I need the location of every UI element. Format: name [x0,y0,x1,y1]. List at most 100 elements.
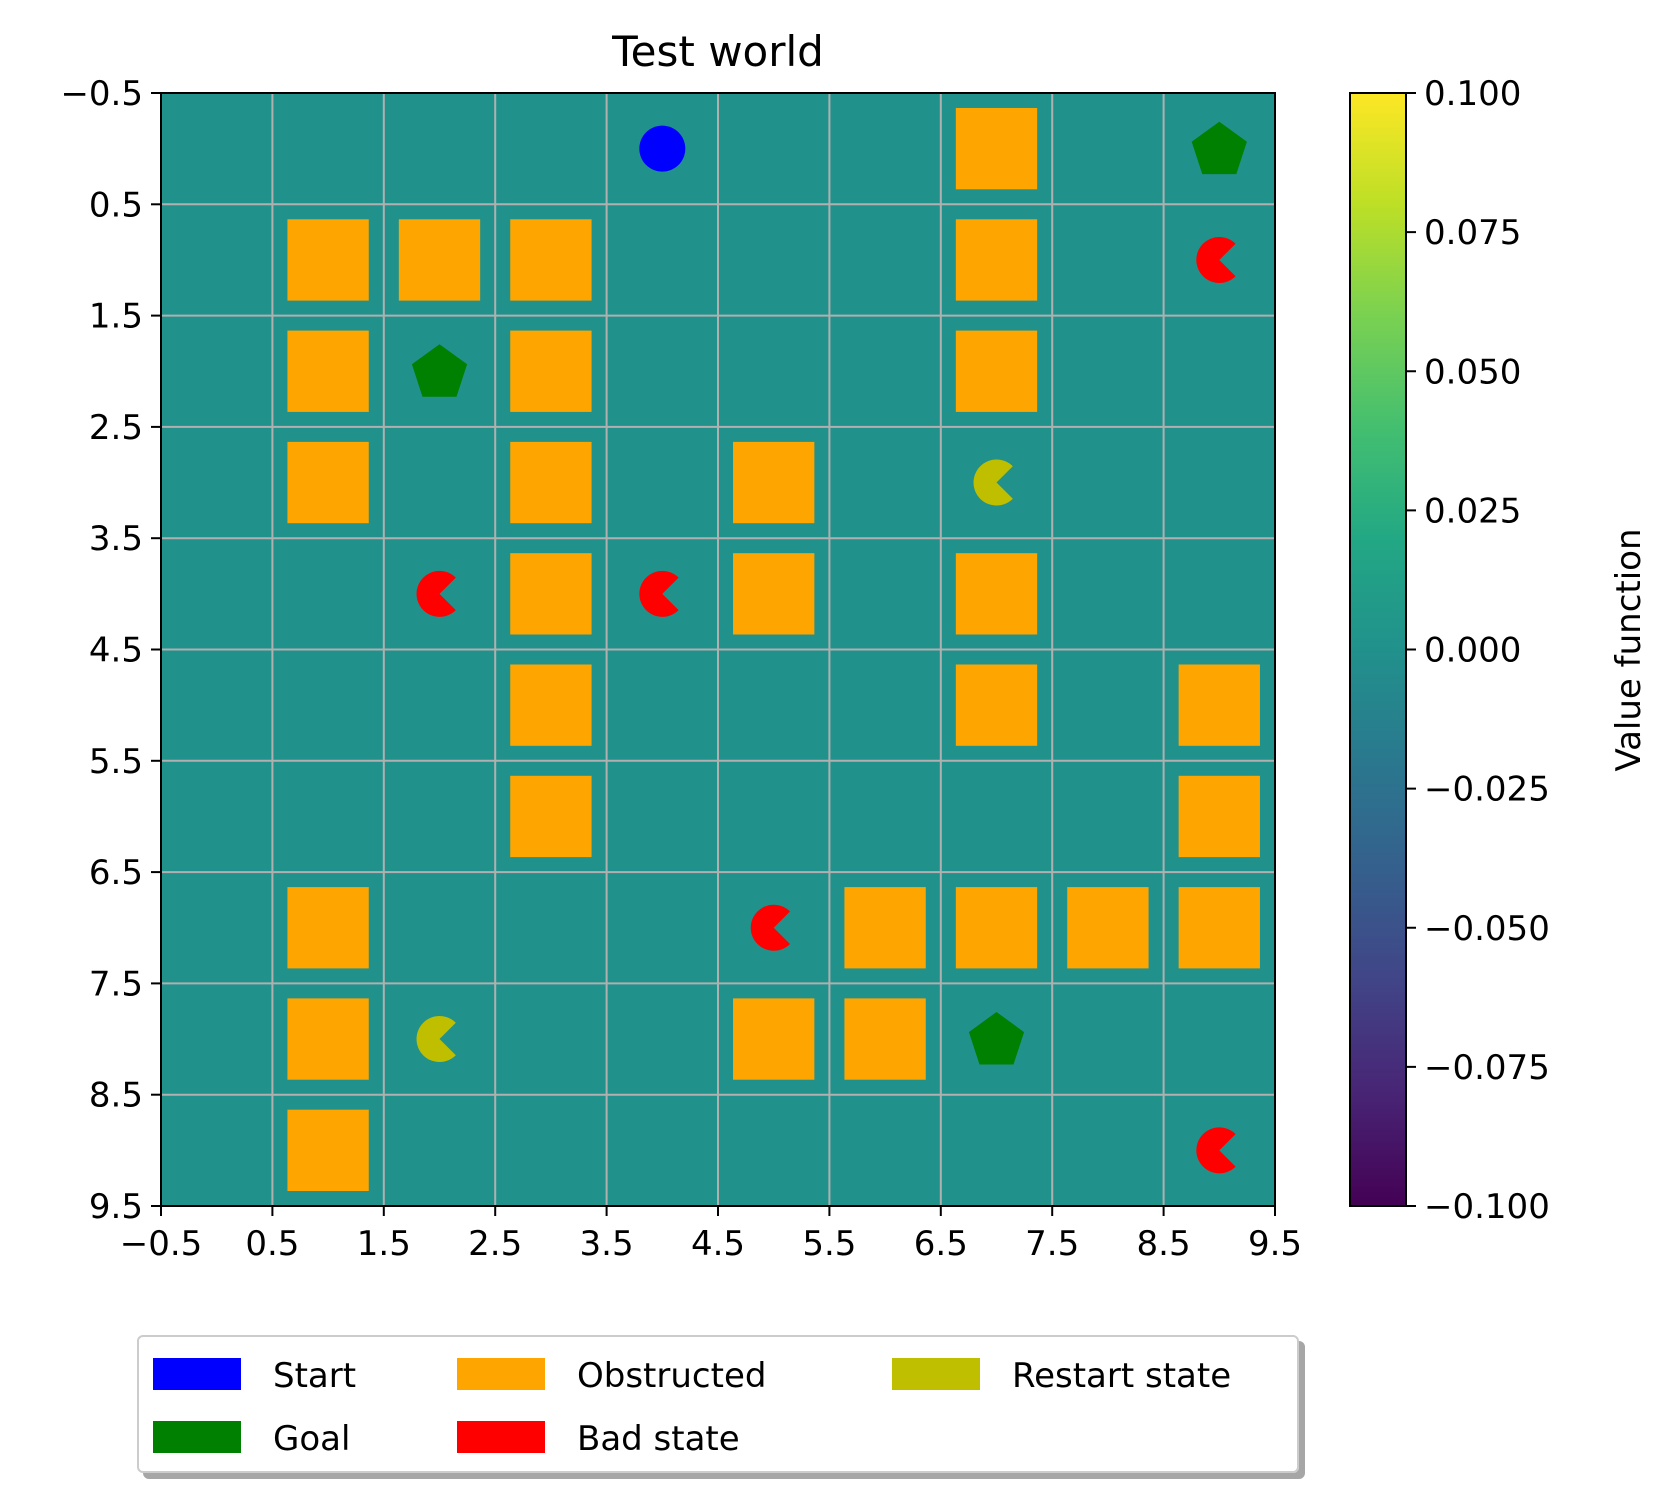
obstructed-marker [955,887,1038,969]
obstructed-marker [733,998,815,1080]
colorbar: 0.100 0.075 0.050 0.025 0.000 −0.025 −0.050 −0.… [1349,74,1649,1227]
heatmap-cell [718,93,830,205]
obstructed-marker [287,1109,369,1192]
heatmap-cell [1052,426,1165,539]
colorbar-tick-label: 0.100 [1424,74,1521,114]
obstructed-marker [287,887,369,969]
heatmap-cell [1163,315,1276,428]
obstructed-marker [1067,887,1149,969]
restart-state-marker [973,459,1013,506]
x-tick-label: 1.5 [357,1224,411,1264]
heatmap-cell [161,204,273,317]
x-tick-label: −0.5 [120,1224,203,1264]
colorbar-ticks: 0.100 0.075 0.050 0.025 0.000 −0.025 −0.050 −0.… [1406,74,1550,1227]
colorbar-tick-label: 0.000 [1424,631,1521,671]
heatmap-cell [718,649,830,762]
y-axis: −0.5 0.5 1.5 2.5 3.5 4.5 5.5 6.5 7.5 8.5 9.5 [60,74,161,1227]
legend-label: Bad state [577,1419,740,1459]
legend-entries: Start Goal Obstructed Bad state Restart stat… [153,1356,1231,1459]
y-tick-label: −0.5 [60,74,143,114]
obstructed-marker [733,553,815,635]
heatmap-cell [161,93,273,205]
heatmap-cell [829,760,942,873]
heatmap-cell [1163,538,1276,651]
obstructed-marker [1178,664,1260,746]
obstructed-marker [510,775,592,858]
heatmap-cell [829,204,942,317]
y-tick-label: 9.5 [89,1187,143,1227]
legend: Start Goal Obstructed Bad state Restart stat… [137,1335,1299,1473]
legend-swatch [153,1421,241,1453]
colorbar-tick-label: −0.100 [1424,1187,1550,1227]
heatmap-cell [272,760,385,873]
x-tick-label: 9.5 [1248,1224,1302,1264]
bad-state-marker [750,904,790,951]
y-tick-label: 4.5 [89,631,143,671]
heatmap-cell [829,1094,942,1207]
heatmap-cell [940,1094,1053,1207]
x-tick-label: 5.5 [802,1224,856,1264]
bad-state-marker [1196,1127,1236,1174]
y-tick-label: 6.5 [89,853,143,893]
legend-swatch [892,1358,980,1390]
heatmap-cell [718,760,830,873]
heatmap-cell [606,983,719,1096]
heatmap-cell [383,93,496,205]
heatmap-cell [1052,1094,1165,1207]
obstructed-marker [287,219,369,301]
colorbar-tick-label: 0.050 [1424,352,1521,392]
heatmap-cell [1052,315,1165,428]
goal-marker [1191,121,1247,175]
heatmap-cell [1052,538,1165,651]
y-tick-label: 7.5 [89,964,143,1004]
heatmap-cell [272,93,385,205]
obstructed-marker [955,664,1038,746]
obstructed-marker [1178,887,1260,969]
obstructed-marker [287,441,369,524]
obstructed-marker [510,330,592,412]
heatmap-cell [383,872,496,984]
heatmap-cell [1163,426,1276,539]
heatmap-cell [161,649,273,762]
legend-frame [137,1335,1299,1473]
y-tick-label: 5.5 [89,742,143,782]
heatmap-cell [383,760,496,873]
obstructed-marker [955,553,1038,635]
heatmap-cell [1052,760,1165,873]
legend-swatch [457,1421,545,1453]
heatmap-cell [606,315,719,428]
obstructed-marker [1178,775,1260,858]
restart-state-marker [416,1016,456,1063]
legend-label: Goal [273,1419,350,1459]
heatmap-cell [606,760,719,873]
obstructed-marker [733,441,815,524]
y-tick-label: 2.5 [89,408,143,448]
obstructed-marker [287,998,369,1080]
bad-state-marker [1196,236,1236,283]
legend-label: Restart state [1012,1356,1231,1396]
heatmap-cell [161,538,273,651]
heatmap-cell [495,872,608,984]
colorbar-gradient [1349,92,1407,1207]
goal-marker [411,344,468,397]
heatmap-cell [495,93,608,205]
heatmap-cell [161,983,273,1096]
heatmap-cell [606,872,719,984]
x-tick-label: 7.5 [1025,1224,1079,1264]
heatmap-cell [272,538,385,651]
heatmap-cell [606,1094,719,1207]
colorbar-tick-label: −0.025 [1424,770,1550,810]
heatmap-cell [1163,983,1276,1096]
heatmap-cell [1052,649,1165,762]
colorbar-tick-label: 0.075 [1424,213,1521,253]
x-tick-label: 2.5 [468,1224,522,1264]
heatmap-cell [718,204,830,317]
bad-state-marker [639,570,679,617]
colorbar-tick-label: 0.025 [1424,491,1521,531]
heatmap-cell [161,872,273,984]
y-tick-label: 1.5 [89,297,143,337]
heatmap-cell [383,1094,496,1207]
heatmap-cell [1052,983,1165,1096]
y-tick-label: 0.5 [89,185,143,225]
